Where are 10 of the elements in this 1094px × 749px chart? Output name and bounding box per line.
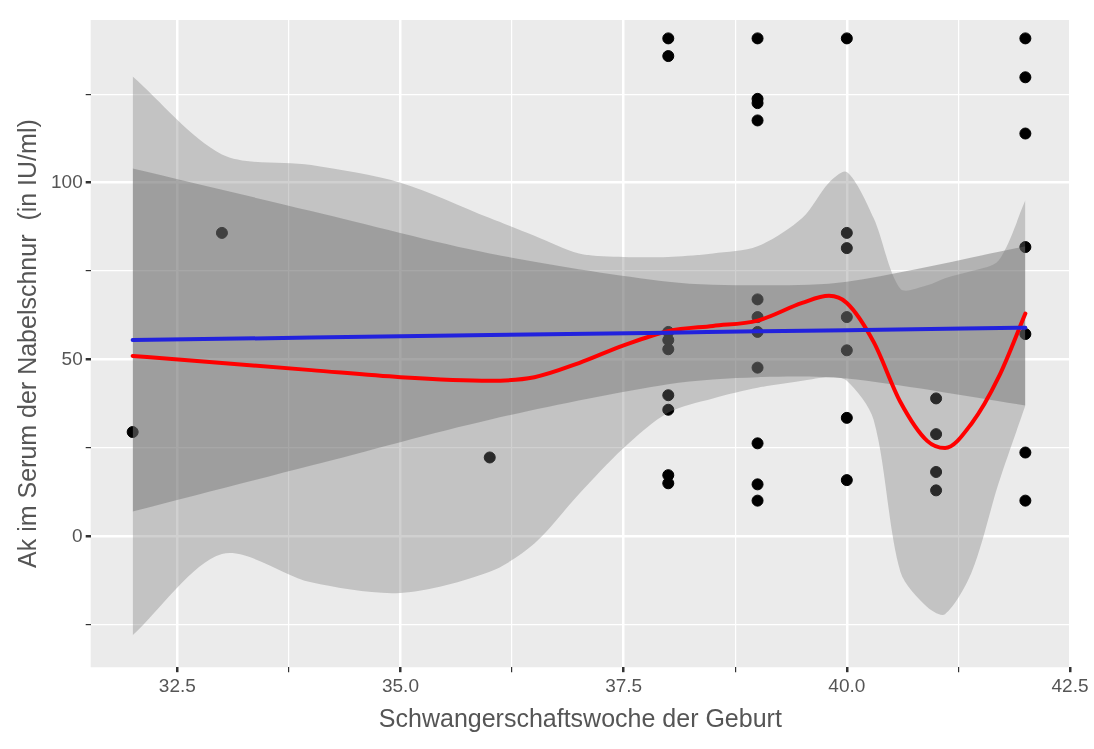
x-tick-label: 37.5	[605, 674, 643, 696]
x-tick-label: 40.0	[828, 674, 866, 696]
y-tick-label: 50	[61, 347, 83, 369]
x-tick-label: 32.5	[158, 674, 196, 696]
y-axis-title: Ak im Serum der Nabelschnur (in IU/ml)	[12, 119, 41, 568]
y-tick-label: 100	[51, 170, 83, 192]
x-axis-title: Schwangerschaftswoche der Geburt	[378, 703, 782, 732]
x-tick-label: 42.5	[1051, 674, 1089, 696]
y-tick-label: 0	[72, 524, 83, 546]
x-tick-label: 35.0	[381, 674, 419, 696]
